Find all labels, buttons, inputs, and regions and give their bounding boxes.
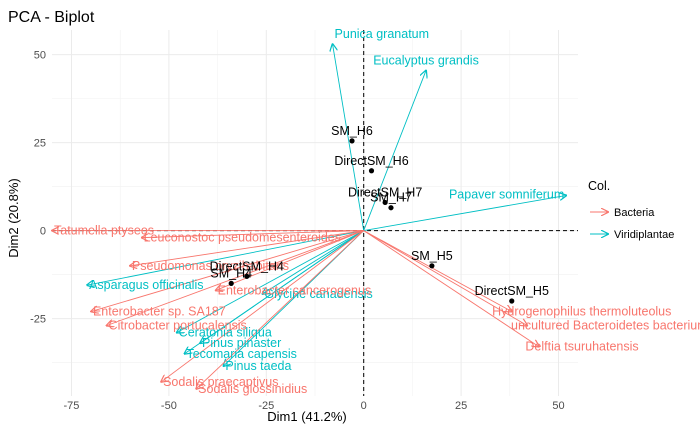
arrow-label-eucalyptus-grandis: Eucalyptus grandis	[373, 53, 479, 67]
x-tick-label: 50	[552, 400, 564, 412]
x-tick-label: 0	[361, 400, 367, 412]
point-label-directsm-h5: DirectSM_H5	[475, 284, 549, 298]
x-tick-label: -75	[64, 400, 80, 412]
arrow-papaver-somniferum	[363, 195, 567, 232]
arrow-label-uncultured-bacteroidetes-bacterium: uncultured Bacteroidetes bacterium	[511, 319, 700, 333]
point-directsm-h7	[382, 199, 388, 206]
x-tick-label: -50	[161, 400, 177, 412]
arrow-enterobacter-sp-sa187	[91, 230, 364, 312]
arrow-delftia-tsuruhatensis	[363, 230, 539, 347]
arrow-asparagus-officinalis	[87, 230, 364, 286]
arrow-sodalis-glossinidius	[196, 230, 365, 389]
point-sm-h5	[429, 263, 435, 269]
point-sm-h6	[349, 138, 355, 144]
arrow-citrobacter-portucalensis	[107, 230, 364, 326]
point-label-directsm-h6: DirectSM_H6	[334, 154, 408, 168]
arrow-label-pseudomonas-oryzihabitans: Pseudomonas oryzihabitans	[132, 259, 289, 273]
axis-ticks: -75 -50 -25 0 25 50 -25 0 25 50	[30, 50, 565, 412]
point-directsm-h4	[244, 273, 250, 279]
grid-lines	[52, 30, 578, 396]
arrow-punica-granatum	[333, 44, 365, 231]
legend: Col. Bacteria Viridiplantae	[588, 179, 674, 241]
arrow-glycine-canadensis	[262, 230, 364, 294]
arrow-label-glycine-canadensis: Glycine canadensis	[264, 287, 372, 301]
point-label-sm-h7: SM_H7	[370, 191, 412, 205]
x-tick-label: -25	[258, 400, 274, 412]
arrow-label-ceratonia-siliqua: Ceratonia siliqua	[179, 326, 272, 340]
arrow-label-hydrogenophilus-thermoluteolus: Hydrogenophilus thermoluteolus	[492, 305, 671, 319]
arrow-label-tatumella-ptyseos: Tatumella ptyseos	[54, 224, 154, 238]
y-tick-label: 50	[34, 50, 46, 62]
variable-arrows: Punica granatum Eucalyptus grandis Papaver…	[52, 27, 700, 396]
arrow-label-citrobacter-portucalensis: Citrobacter portucalensis	[109, 319, 247, 333]
point-label-directsm-h4: DirectSM_H4	[210, 259, 284, 273]
chart-title: PCA - Biplot	[8, 9, 95, 26]
y-axis-label: Dim2 (20.8%)	[6, 178, 21, 257]
y-tick-label: -25	[30, 314, 46, 326]
arrow-enterobacter-cancerogenus	[216, 230, 364, 291]
point-sm-h4	[228, 280, 234, 286]
arrow-label-punica-granatum: Punica granatum	[335, 27, 430, 41]
arrow-label-delftia-tsuruhatensis: Delftia tsuruhatensis	[525, 340, 638, 354]
arrow-tecomaria-capensis	[184, 230, 364, 354]
arrow-ceratonia-siliqua	[177, 230, 364, 333]
y-tick-label: 0	[40, 226, 46, 238]
legend-label-bacteria: Bacteria	[614, 207, 655, 219]
arrow-label-pinus-pinaster: Pinus pinaster	[202, 336, 281, 350]
arrow-eucalyptus-grandis	[363, 70, 426, 231]
arrow-uncultured-bacteroidetes-bacterium	[363, 230, 528, 326]
point-directsm-h5	[509, 298, 515, 304]
point-label-directsm-h7: DirectSM_H7	[348, 185, 422, 199]
y-tick-label: 25	[34, 138, 46, 150]
point-label-sm-h5: SM_H5	[411, 249, 453, 263]
legend-label-viridiplantae: Viridiplantae	[614, 229, 674, 241]
point-sm-h7	[388, 205, 394, 211]
arrow-sodalis-praecaptivus	[161, 230, 364, 382]
arrow-label-asparagus-officinalis: Asparagus officinalis	[89, 278, 203, 292]
legend-title: Col.	[588, 179, 610, 193]
arrow-label-enterobacter-cancerogenus: Enterobacter cancerogenus	[218, 283, 372, 297]
x-tick-label: 25	[455, 400, 467, 412]
arrow-label-sodalis-glossinidius: Sodalis glossinidius	[198, 382, 307, 396]
arrow-label-leuconostoc-pseudomesenteroides: Leuconostoc pseudomesenteroides	[144, 231, 341, 245]
arrow-hydrogenophilus-thermoluteolus	[363, 230, 512, 312]
arrow-label-papaver-somniferum: Papaver somniferum	[449, 187, 564, 201]
arrow-label-enterobacter-sp-sa187: Enterobacter sp. SA187	[93, 305, 226, 319]
point-label-sm-h4: SM_H4	[210, 266, 252, 280]
x-axis-label: Dim1 (41.2%)	[267, 409, 346, 424]
arrow-label-pinus-taeda: Pinus taeda	[225, 359, 291, 373]
point-label-sm-h6: SM_H6	[331, 124, 373, 138]
arrow-label-sodalis-praecaptivus: Sodalis praecaptivus	[163, 375, 278, 389]
arrow-pseudomonas-oryzihabitans	[130, 230, 364, 266]
arrow-leuconostoc-pseudomesenteroides	[142, 230, 364, 238]
point-directsm-h6	[368, 168, 375, 174]
arrow-label-tecomaria-capensis: Tecomaria capensis	[186, 347, 296, 361]
